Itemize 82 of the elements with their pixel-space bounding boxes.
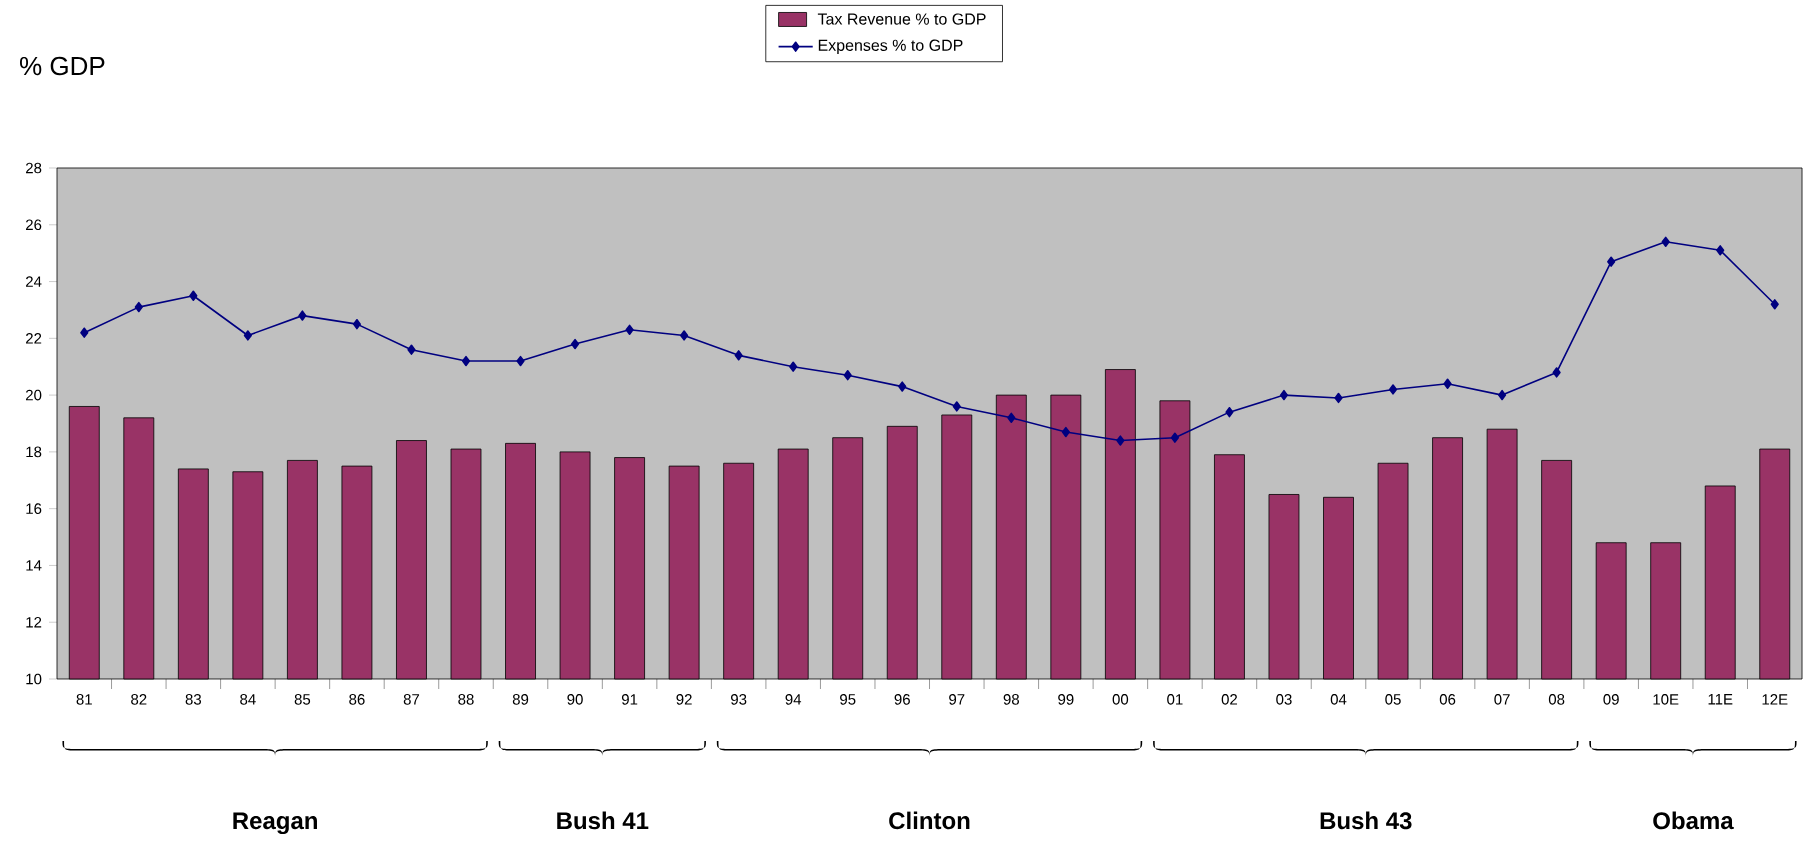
y-tick-label: 12 bbox=[26, 616, 42, 628]
point bbox=[516, 355, 525, 367]
legend-label: Expenses % to GDP bbox=[818, 39, 963, 55]
text: Obama bbox=[1653, 811, 1734, 830]
x-tick-label: 05 bbox=[1385, 694, 1401, 705]
x-tick-label: 91 bbox=[621, 694, 638, 705]
point bbox=[1279, 389, 1289, 401]
point bbox=[898, 381, 907, 392]
x-tick-label: 07 bbox=[1494, 694, 1510, 705]
y-tick-label: 24 bbox=[26, 276, 42, 287]
y-tick-label: 28 bbox=[26, 162, 42, 174]
x-tick-label: 04 bbox=[1330, 694, 1347, 705]
point bbox=[1498, 389, 1507, 401]
point bbox=[243, 330, 252, 341]
point bbox=[680, 330, 689, 341]
point bbox=[1334, 392, 1343, 404]
point bbox=[952, 401, 961, 412]
point bbox=[80, 327, 89, 338]
x-tick-label: 86 bbox=[349, 694, 365, 705]
x-tick-label: 93 bbox=[731, 694, 747, 705]
point bbox=[1007, 412, 1016, 424]
y-tick-label: 16 bbox=[26, 503, 42, 514]
text: Bush 41 bbox=[557, 811, 649, 830]
y-tick-label: 22 bbox=[26, 333, 42, 344]
text: Bush 43 bbox=[1320, 811, 1412, 830]
y-tick-label: 20 bbox=[26, 389, 42, 401]
point bbox=[1443, 378, 1452, 389]
x-tick-label: 95 bbox=[840, 694, 856, 705]
x-tick-label: 03 bbox=[1276, 694, 1292, 705]
point bbox=[298, 310, 307, 321]
y-tick-label: 14 bbox=[26, 560, 42, 571]
y-tick-label: 26 bbox=[26, 219, 42, 231]
x-tick-label: 09 bbox=[1603, 694, 1619, 705]
x-tick-label: 83 bbox=[185, 694, 202, 705]
point bbox=[570, 338, 580, 350]
x-tick-label: 81 bbox=[76, 694, 92, 705]
point bbox=[1607, 256, 1616, 267]
x-tick-label: 10E bbox=[1653, 694, 1679, 705]
x-tick-label: 82 bbox=[131, 694, 147, 705]
x-tick-label: 00 bbox=[1112, 694, 1129, 705]
x-tick-label: 01 bbox=[1167, 694, 1183, 705]
text: Clinton bbox=[889, 811, 970, 830]
x-tick-label: 85 bbox=[294, 694, 311, 705]
point bbox=[1225, 406, 1234, 418]
x-tick-label: 94 bbox=[785, 694, 802, 705]
x-tick-label: 12E bbox=[1762, 694, 1788, 705]
x-tick-label: 99 bbox=[1058, 694, 1074, 705]
x-tick-label: 96 bbox=[894, 694, 910, 705]
x-tick-label: 97 bbox=[949, 694, 965, 705]
point bbox=[1388, 384, 1398, 395]
x-tick-label: 11E bbox=[1708, 694, 1733, 705]
x-tick-label: 90 bbox=[567, 694, 583, 705]
point bbox=[625, 324, 634, 336]
x-tick-label: 84 bbox=[240, 694, 256, 705]
x-tick-label: 08 bbox=[1548, 694, 1565, 705]
x-tick-label: 98 bbox=[1003, 694, 1019, 705]
point bbox=[407, 344, 416, 355]
x-tick-label: 06 bbox=[1439, 694, 1456, 705]
legend-label: Tax Revenue % to GDP bbox=[817, 13, 986, 25]
y-tick-label: 10 bbox=[26, 673, 42, 685]
text: Reagan bbox=[233, 812, 317, 835]
point bbox=[1061, 426, 1070, 438]
point bbox=[352, 318, 362, 330]
point bbox=[1116, 435, 1125, 446]
point bbox=[461, 355, 471, 367]
point bbox=[843, 370, 852, 381]
point bbox=[1170, 432, 1180, 443]
x-tick-label: 88 bbox=[458, 694, 474, 705]
point bbox=[1661, 236, 1670, 248]
point bbox=[189, 290, 198, 301]
point bbox=[134, 301, 143, 313]
y-tick-label: 18 bbox=[26, 446, 42, 458]
point bbox=[1716, 245, 1725, 256]
point bbox=[734, 350, 743, 361]
point bbox=[1770, 299, 1779, 310]
point bbox=[789, 361, 798, 372]
x-tick-label: 87 bbox=[403, 694, 420, 705]
x-tick-label: 02 bbox=[1221, 694, 1238, 705]
point bbox=[1552, 367, 1561, 378]
x-tick-label: 89 bbox=[512, 694, 529, 705]
x-tick-label: 92 bbox=[676, 694, 692, 705]
y-axis-title: % GDP bbox=[20, 56, 105, 76]
